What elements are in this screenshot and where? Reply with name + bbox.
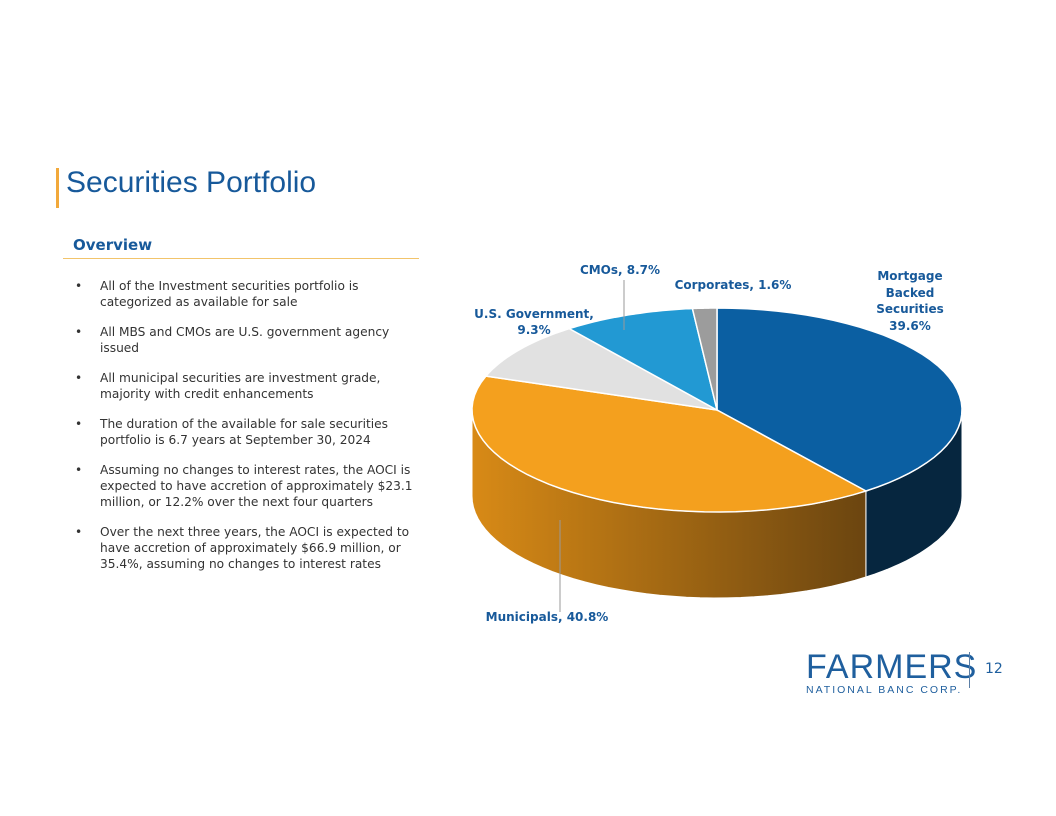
logo-subtitle: NATIONAL BANC CORP.	[806, 684, 963, 696]
pie-slice-corporates	[691, 307, 718, 411]
data-label: 9.3%	[517, 323, 550, 337]
data-label: Corporates, 1.6%	[675, 278, 792, 292]
bullet-item: Over the next three years, the AOCI is e…	[75, 524, 425, 572]
bullet-item: All municipal securities are investment …	[75, 370, 425, 402]
overview-divider	[63, 258, 419, 259]
bullet-item: All MBS and CMOs are U.S. government age…	[75, 324, 425, 356]
bullet-list: All of the Investment securities portfol…	[75, 278, 425, 586]
pie-slice-u-s-government	[484, 327, 718, 411]
page-title: Securities Portfolio	[66, 166, 317, 199]
data-label: Mortgage	[877, 269, 942, 283]
bullet-item: The duration of the available for sale s…	[75, 416, 425, 448]
data-label: Municipals, 40.8%	[486, 610, 609, 624]
farmers-logo: FARMERS NATIONAL BANC CORP.	[806, 650, 977, 696]
data-label: Securities	[876, 302, 944, 316]
footer-divider	[969, 652, 970, 688]
logo-wordmark: FARMERS	[806, 648, 978, 686]
pie-slice-mortgage-backed-securities	[716, 307, 963, 492]
pie-slice-municipals	[471, 375, 868, 513]
page-number: 12	[985, 661, 1003, 677]
data-label: CMOs, 8.7%	[580, 263, 660, 277]
bullet-item: Assuming no changes to interest rates, t…	[75, 462, 425, 510]
pie-slice-cmos	[567, 307, 719, 412]
data-label: Backed	[886, 286, 935, 300]
data-label: 39.6%	[889, 319, 931, 333]
title-accent-bar	[56, 168, 59, 208]
bullet-item: All of the Investment securities portfol…	[75, 278, 425, 310]
data-label: U.S. Government,	[474, 307, 594, 321]
overview-heading: Overview	[73, 236, 153, 254]
